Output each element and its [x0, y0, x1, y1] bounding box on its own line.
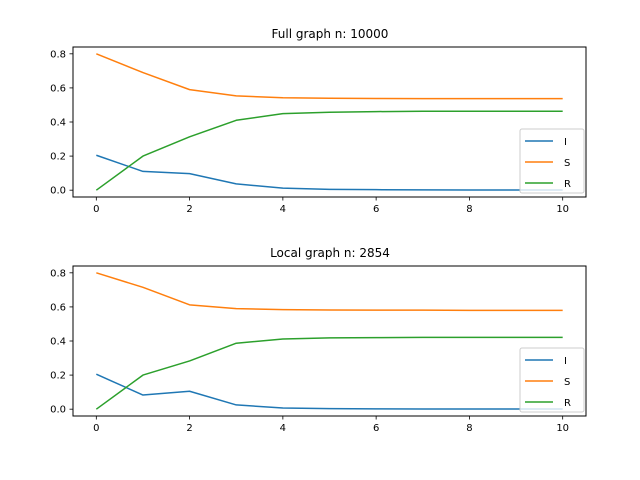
series-line-I — [96, 154, 563, 191]
axes-frame — [72, 265, 587, 417]
series-line-I — [96, 373, 563, 410]
y-tick-label: 0.6 — [50, 302, 66, 313]
series-line-R — [95, 110, 563, 191]
axis-ticks: 0 2 4 6 8 10 0.0 0.2 0.4 0.6 0.8 — [50, 49, 569, 215]
x-tick-label: 2 — [186, 204, 192, 215]
legend-label-I: I — [564, 137, 567, 148]
subplot-title: Full graph n: 10000 — [272, 27, 389, 41]
y-tick-label: 0.2 — [50, 152, 66, 163]
x-tick-label: 8 — [466, 204, 472, 215]
y-tick-label: 0.0 — [50, 405, 66, 416]
series-line-S — [96, 53, 563, 100]
legend: ISR — [519, 128, 585, 194]
legend-label-R: R — [564, 179, 571, 190]
x-tick-label: 0 — [93, 423, 99, 434]
axes-frame — [72, 46, 587, 198]
x-tick-label: 6 — [373, 204, 379, 215]
legend: ISR — [519, 347, 585, 413]
x-tick-label: 0 — [93, 204, 99, 215]
series-lines — [95, 272, 563, 410]
y-tick-label: 0.4 — [50, 337, 66, 348]
legend-label-R: R — [564, 398, 571, 409]
legend-label-S: S — [564, 158, 570, 169]
series-line-S — [96, 272, 563, 312]
y-tick-label: 0.0 — [50, 186, 66, 197]
y-tick-label: 0.6 — [50, 83, 66, 94]
x-tick-label: 6 — [373, 423, 379, 434]
axis-ticks: 0 2 4 6 8 10 0.0 0.2 0.4 0.6 0.8 — [50, 268, 569, 434]
legend-box — [519, 347, 585, 413]
series-lines — [95, 53, 563, 191]
x-tick-label: 10 — [556, 204, 569, 215]
subplot-title: Local graph n: 2854 — [270, 246, 390, 260]
series-line-R — [95, 336, 563, 410]
subplot-local-graph: Local graph n: 2854 0 2 4 6 8 100.00.20.40.60… — [50, 246, 587, 434]
subplot-full-graph: Full graph n: 10000 0 2 4 6 8 100.00.20.40.60… — [50, 27, 587, 215]
y-tick-label: 0.2 — [50, 371, 66, 382]
legend-label-S: S — [564, 377, 570, 388]
x-tick-label: 8 — [466, 423, 472, 434]
y-tick-label: 0.8 — [50, 49, 66, 60]
x-tick-label: 10 — [556, 423, 569, 434]
y-tick-label: 0.4 — [50, 118, 66, 129]
x-tick-label: 4 — [280, 204, 286, 215]
x-tick-label: 2 — [186, 423, 192, 434]
y-tick-label: 0.8 — [50, 268, 66, 279]
legend-label-I: I — [564, 356, 567, 367]
x-tick-label: 4 — [280, 423, 286, 434]
legend-box — [519, 128, 585, 194]
